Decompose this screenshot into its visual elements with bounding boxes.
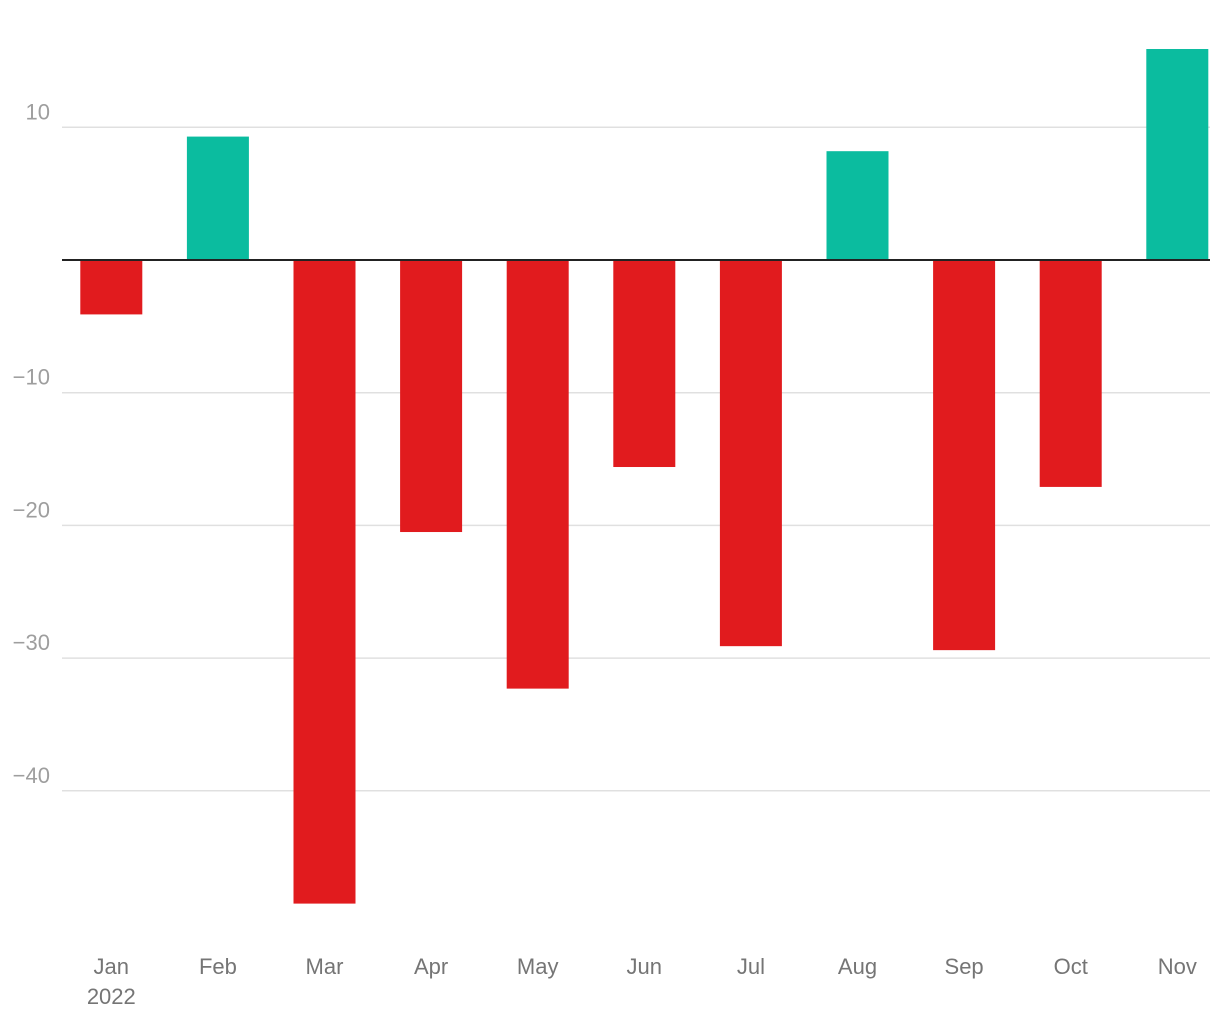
x-tick-label: May <box>517 954 559 979</box>
x-axis-ticks: Jan Feb Mar Apr May Jun Jul Aug Sep Oct Nov 2022 <box>87 954 1197 1009</box>
y-tick-label: −10 <box>13 365 50 390</box>
bars <box>80 49 1209 904</box>
x-tick-year-label: 2022 <box>87 984 136 1009</box>
x-tick-label: Apr <box>414 954 448 979</box>
bar-mar <box>293 260 356 904</box>
x-tick-label: Jan <box>94 954 129 979</box>
x-tick-label: Nov <box>1158 954 1197 979</box>
y-tick-label: −20 <box>13 497 50 522</box>
y-tick-label: 10 <box>26 99 50 124</box>
bar-jan <box>80 260 143 315</box>
y-tick-label: −30 <box>13 630 50 655</box>
bar-jun <box>613 260 676 468</box>
x-tick-label: Aug <box>838 954 877 979</box>
bar-sep <box>933 260 996 651</box>
bar-aug <box>826 151 889 260</box>
x-tick-label: Sep <box>945 954 984 979</box>
bar-feb <box>186 136 249 260</box>
x-tick-label: Jul <box>737 954 765 979</box>
bar-may <box>506 260 569 689</box>
x-tick-label: Mar <box>306 954 344 979</box>
x-tick-label: Jun <box>627 954 662 979</box>
x-tick-label: Oct <box>1054 954 1088 979</box>
bar-nov <box>1146 49 1209 261</box>
gridlines <box>62 126 1210 792</box>
y-tick-label: −40 <box>13 763 50 788</box>
bar-apr <box>400 260 463 533</box>
x-tick-label: Feb <box>199 954 237 979</box>
y-axis-ticks: 10 −10 −20 −30 −40 <box>13 99 50 788</box>
bar-jul <box>719 260 782 647</box>
bar-oct <box>1039 260 1102 487</box>
